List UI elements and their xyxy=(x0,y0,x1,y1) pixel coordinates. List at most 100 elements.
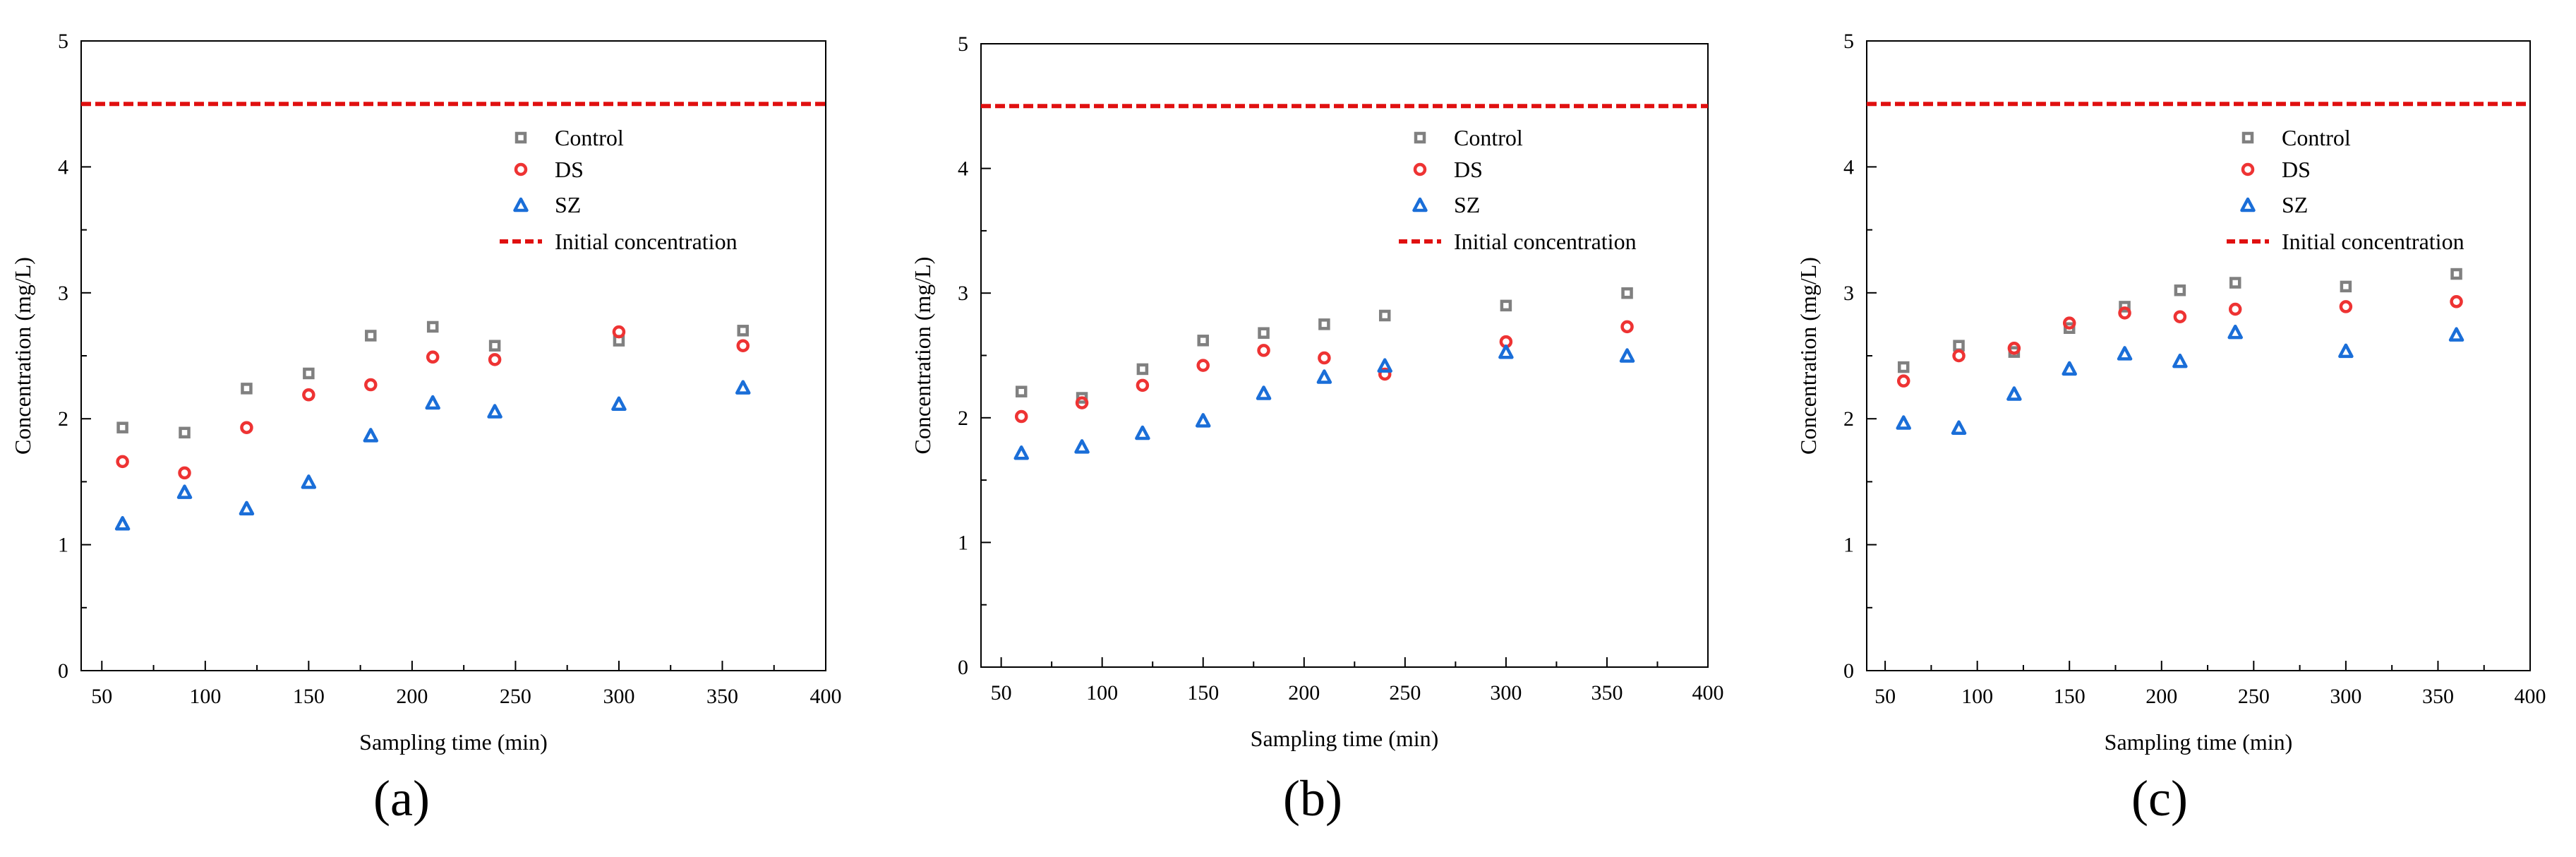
data-point-sz xyxy=(1896,415,1911,430)
data-point-sz xyxy=(425,395,440,410)
x-tick-label: 300 xyxy=(603,685,634,708)
x-tick-label: 400 xyxy=(810,685,842,708)
legend-label-control: Control xyxy=(555,125,624,150)
data-point-ds xyxy=(488,353,502,366)
data-point-control xyxy=(488,340,501,352)
legend-label-initial-concentration: Initial concentration xyxy=(555,229,738,254)
x-tick-label: 50 xyxy=(1874,685,1896,708)
series-sz xyxy=(1013,344,1635,460)
legend-marker-sz xyxy=(1412,197,1428,212)
legend-marker-control xyxy=(2241,131,2254,144)
data-point-control xyxy=(2063,322,2076,335)
data-point-control xyxy=(1378,309,1391,322)
data-point-sz xyxy=(2227,324,2243,340)
data-point-sz xyxy=(735,380,751,395)
panel-label: (b) xyxy=(1283,770,1342,827)
data-point-control xyxy=(1318,318,1330,330)
data-point-sz xyxy=(1951,420,1967,435)
data-point-sz xyxy=(2448,327,2464,342)
data-point-sz xyxy=(1256,385,1272,400)
y-tick-label: 1 xyxy=(58,534,68,557)
plot-frame xyxy=(1866,40,2531,671)
data-point-sz xyxy=(114,516,131,531)
x-tick-label: 150 xyxy=(1187,681,1219,705)
y-tick-label: 0 xyxy=(58,659,68,683)
data-point-control xyxy=(2340,280,2352,293)
chart-panel-a: 50 100 150 200 250 300 350 400 0 1 2 3 4 5 Sampling ti… xyxy=(10,30,842,755)
data-point-ds xyxy=(1620,320,1634,334)
legend: Control DS SZ Initial concentration xyxy=(1399,125,1637,254)
series-control xyxy=(1015,287,1633,404)
plot-frame xyxy=(980,43,1709,668)
legend-marker-sz xyxy=(2240,197,2256,212)
legend-marker-ds xyxy=(1413,162,1427,176)
panel-label: (c) xyxy=(2131,770,2188,827)
x-tick-label: 300 xyxy=(2330,685,2361,708)
legend-label-sz: SZ xyxy=(2282,192,2308,217)
data-point-ds xyxy=(302,388,315,402)
data-point-ds xyxy=(2450,295,2463,308)
y-tick-label: 5 xyxy=(958,32,968,56)
data-point-sz xyxy=(1195,413,1211,428)
data-point-control xyxy=(179,426,191,439)
data-point-ds xyxy=(1014,409,1028,424)
data-point-ds xyxy=(240,421,253,434)
legend-marker-ds xyxy=(514,162,528,176)
data-point-sz xyxy=(1316,369,1332,384)
data-point-sz xyxy=(1498,344,1514,359)
y-axis-label: Concentration (mg/L) xyxy=(910,257,935,455)
data-point-sz xyxy=(2062,361,2077,376)
data-point-sz xyxy=(176,484,193,499)
data-point-control xyxy=(303,367,315,380)
x-tick-label: 50 xyxy=(91,685,112,708)
data-point-ds xyxy=(612,325,626,339)
series-sz xyxy=(1896,324,2464,435)
x-tick-label: 150 xyxy=(293,685,325,708)
data-point-control xyxy=(1621,287,1633,299)
x-tick-label: 350 xyxy=(1591,681,1623,705)
x-tick-label: 250 xyxy=(1389,681,1421,705)
series-ds xyxy=(116,325,750,480)
data-point-control xyxy=(1197,335,1209,347)
data-point-control xyxy=(1953,340,1965,352)
data-point-control xyxy=(365,330,377,342)
legend-marker-ds xyxy=(2241,162,2255,176)
y-tick-label: 2 xyxy=(58,407,68,431)
x-axis-label: Sampling time (min) xyxy=(359,729,548,755)
legend: Control DS SZ Initial concentration xyxy=(2227,125,2464,254)
data-point-sz xyxy=(2117,346,2133,361)
data-point-sz xyxy=(239,501,255,516)
chart-panel-c: 50 100 150 200 250 300 350 400 0 1 2 3 4 5 Sampling ti… xyxy=(1795,30,2546,755)
y-axis-label: Concentration (mg/L) xyxy=(1795,257,1821,455)
x-axis-label: Sampling time (min) xyxy=(1251,726,1439,751)
y-axis-label: Concentration (mg/L) xyxy=(10,257,35,455)
data-point-control xyxy=(1015,385,1028,397)
legend-label-ds: DS xyxy=(555,157,584,182)
x-tick-label: 400 xyxy=(2515,685,2546,708)
x-tick-label: 200 xyxy=(396,685,428,708)
x-tick-label: 200 xyxy=(1288,681,1320,705)
data-point-ds xyxy=(2118,306,2131,320)
data-point-control xyxy=(426,320,439,333)
series-sz xyxy=(114,380,751,531)
y-tick-label: 4 xyxy=(958,157,968,181)
plot-frame xyxy=(80,40,826,671)
x-tick-label: 400 xyxy=(1692,681,1724,705)
data-point-sz xyxy=(1619,348,1635,363)
y-tick-label: 4 xyxy=(58,155,68,179)
data-point-ds xyxy=(2173,310,2187,323)
y-tick-label: 4 xyxy=(1843,155,1854,179)
chart-panel-b: 50 100 150 200 250 300 350 400 0 1 2 3 4 5 Sampling ti… xyxy=(910,32,1724,751)
x-tick-label: 100 xyxy=(1086,681,1118,705)
data-point-sz xyxy=(1135,425,1150,441)
data-point-control xyxy=(1500,299,1512,312)
legend-label-control: Control xyxy=(2282,125,2351,150)
legend-marker-control xyxy=(1414,131,1426,144)
x-tick-label: 100 xyxy=(189,685,221,708)
data-point-sz xyxy=(1074,439,1090,454)
data-point-sz xyxy=(487,404,502,419)
data-point-ds xyxy=(1075,396,1089,409)
x-tick-label: 200 xyxy=(2145,685,2177,708)
data-point-ds xyxy=(1896,374,1910,388)
